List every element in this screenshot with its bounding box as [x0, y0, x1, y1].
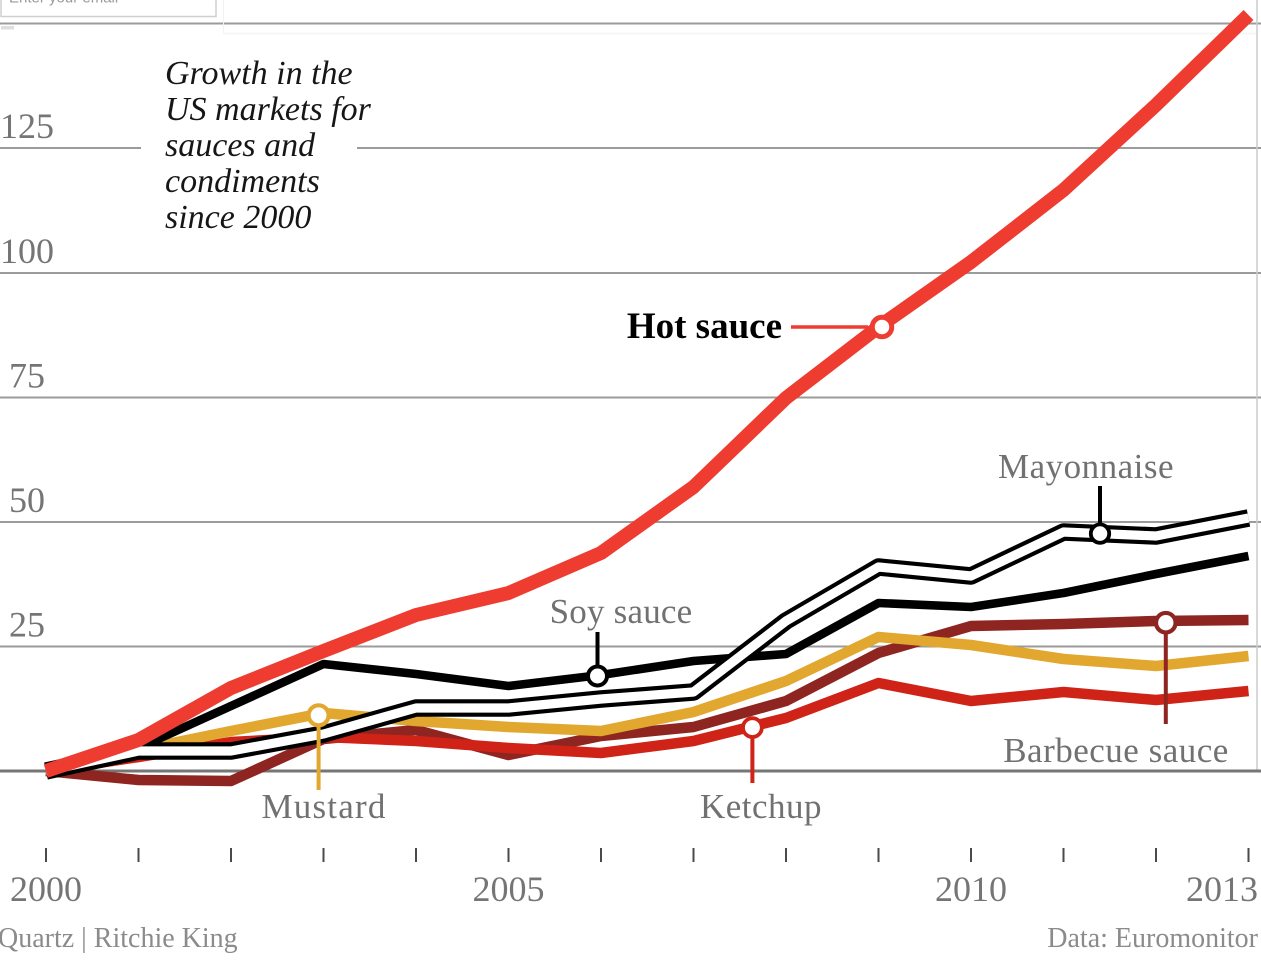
svg-text:2010: 2010 [935, 869, 1007, 909]
svg-text:Barbecue sauce: Barbecue sauce [1003, 731, 1229, 770]
svg-text:since 2000: since 2000 [165, 199, 311, 236]
svg-text:Growth in the: Growth in the [165, 55, 353, 92]
svg-text:Data: Euromonitor: Data: Euromonitor [1047, 923, 1258, 954]
svg-text:75: 75 [9, 356, 45, 396]
svg-text:sauces and: sauces and [165, 127, 316, 164]
svg-text:50: 50 [9, 480, 45, 520]
svg-text:Mayonnaise: Mayonnaise [998, 447, 1174, 486]
svg-text:US markets for: US markets for [165, 91, 372, 128]
svg-text:Ketchup: Ketchup [700, 787, 822, 826]
svg-text:100: 100 [0, 231, 54, 271]
svg-text:Hot sauce: Hot sauce [627, 306, 782, 347]
svg-text:Mustard: Mustard [261, 787, 386, 826]
svg-text:Enter your email: Enter your email [9, 0, 118, 7]
svg-text:25: 25 [9, 605, 45, 645]
svg-text:Soy sauce: Soy sauce [550, 592, 693, 631]
svg-text:Quartz | Ritchie King: Quartz | Ritchie King [0, 923, 238, 954]
svg-text:2013: 2013 [1186, 869, 1258, 909]
svg-text:2005: 2005 [473, 869, 545, 909]
svg-text:condiments: condiments [165, 163, 320, 200]
svg-text:2000: 2000 [10, 869, 82, 909]
svg-text:125: 125 [0, 106, 54, 146]
